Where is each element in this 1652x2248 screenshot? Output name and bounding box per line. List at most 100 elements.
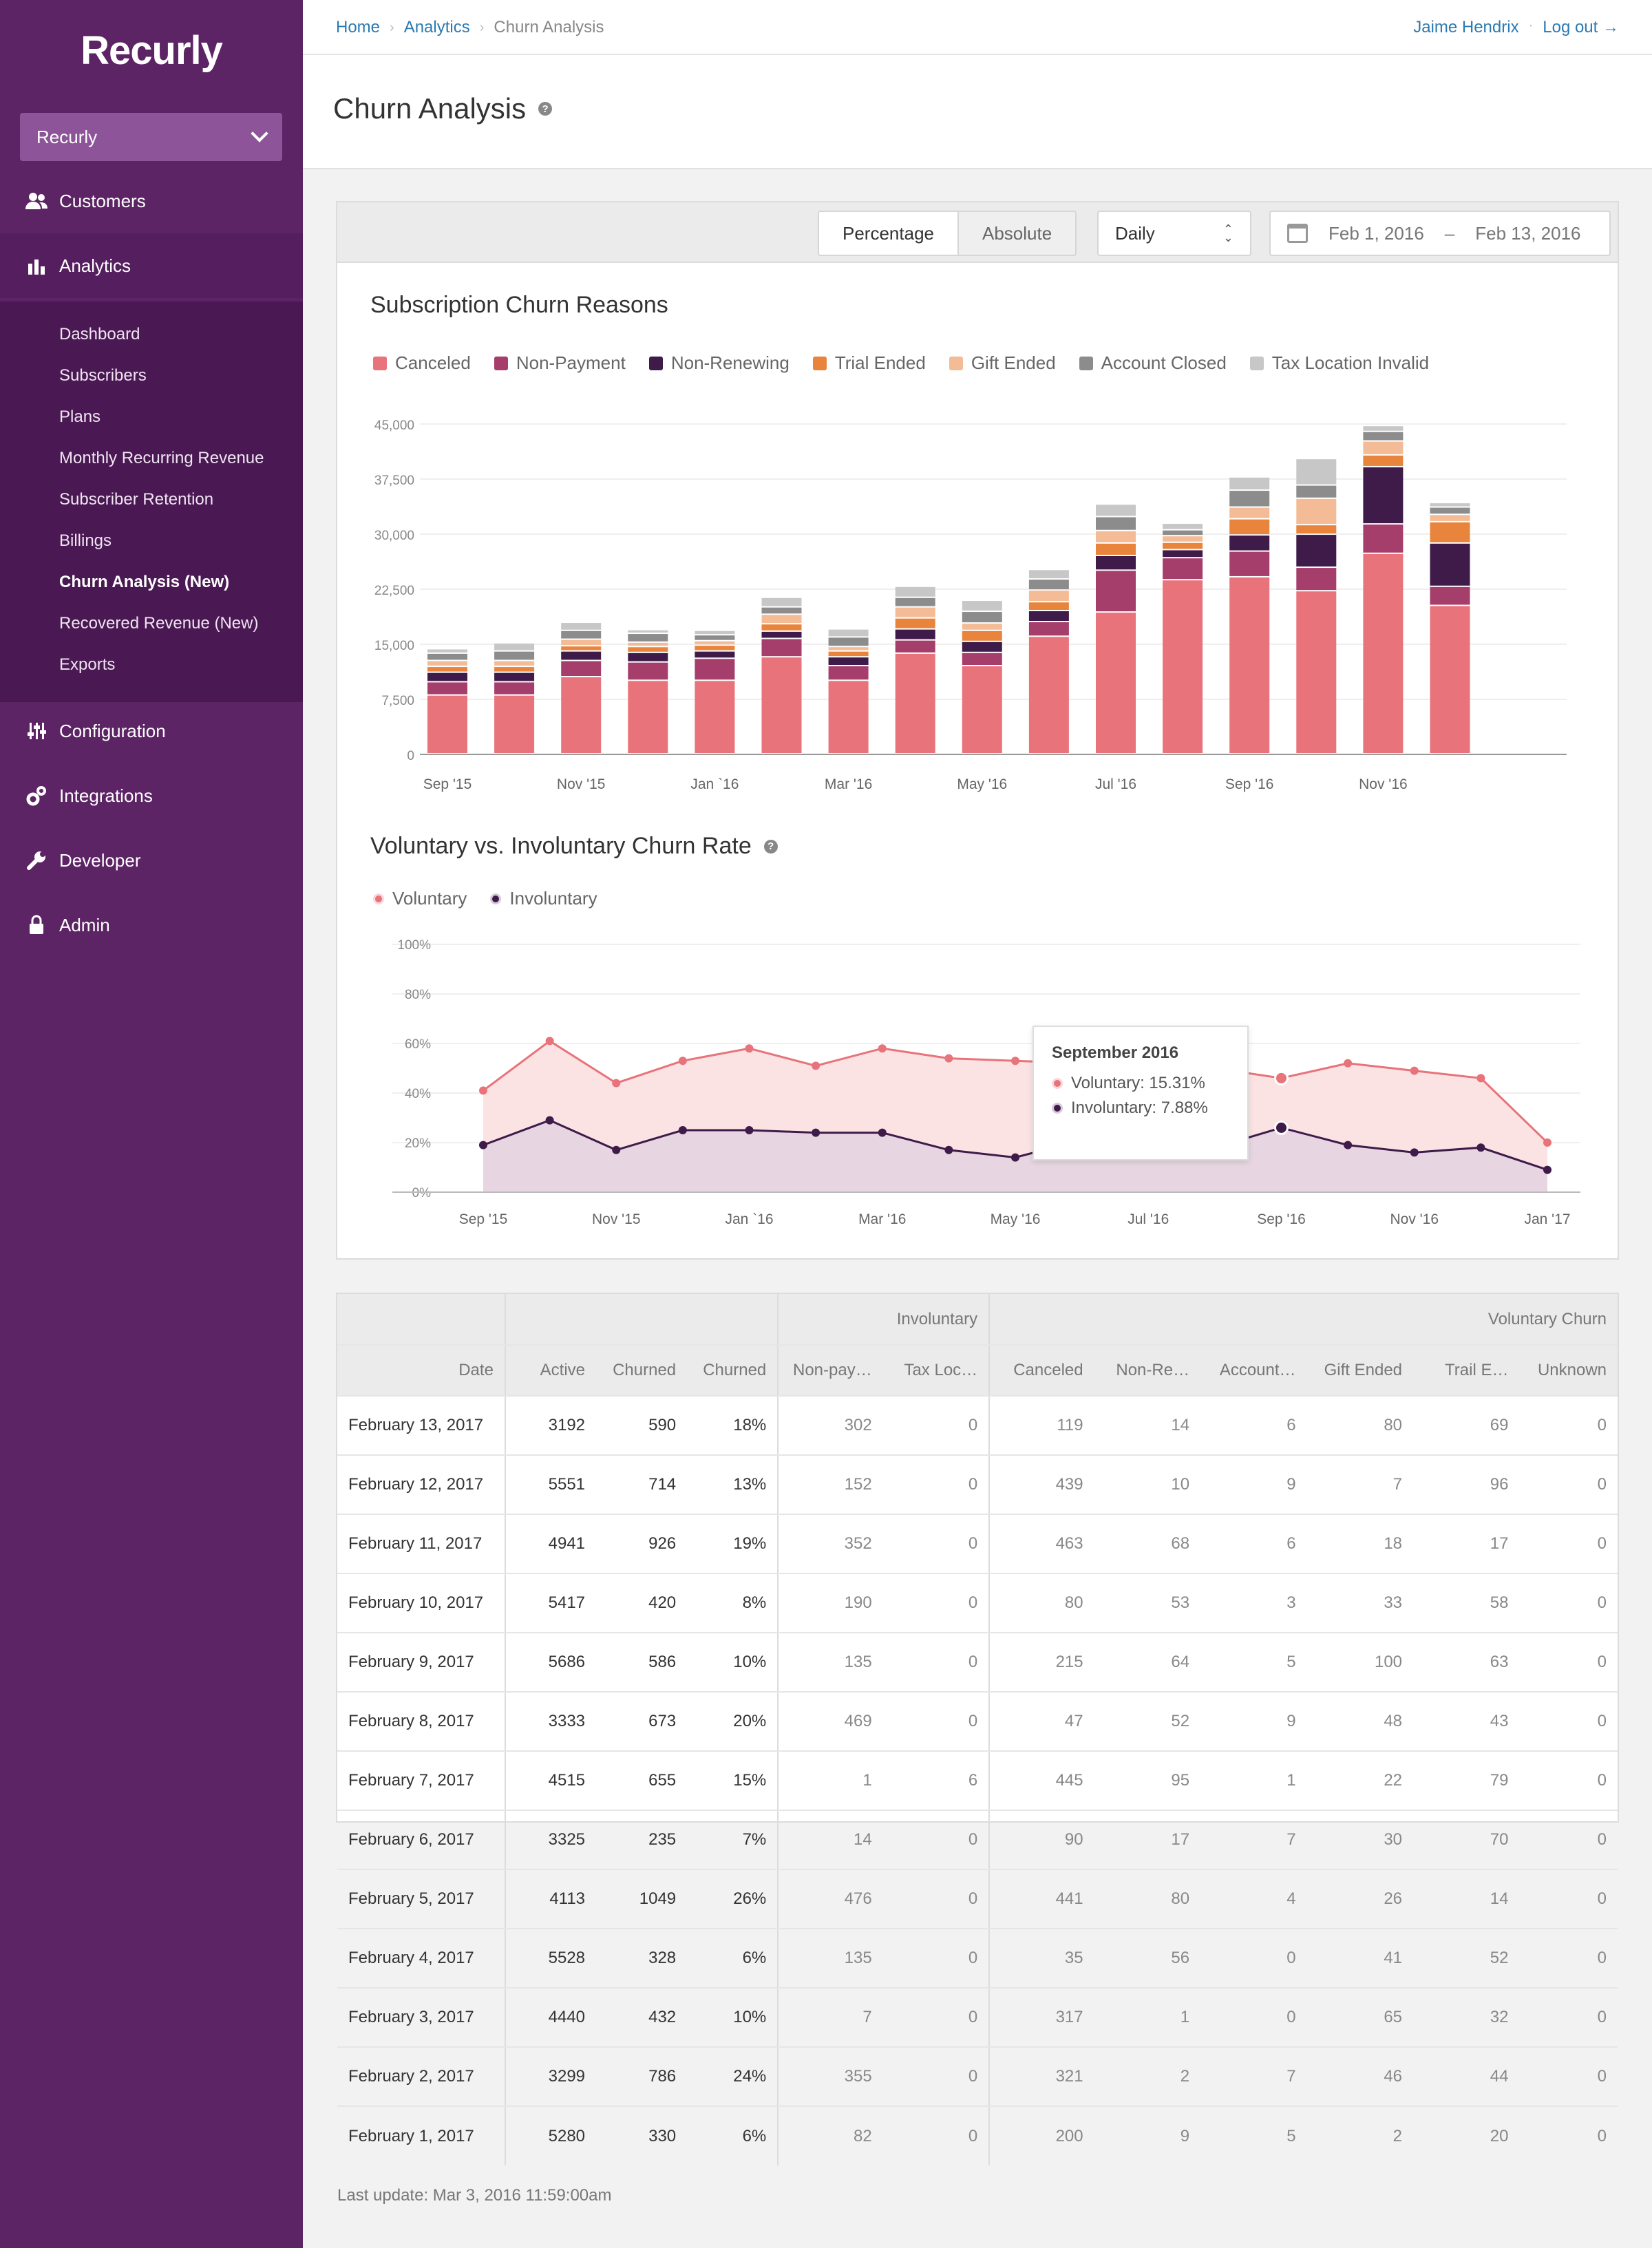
bar-segment-non-payment (1363, 524, 1404, 553)
subnav-billings[interactable]: Billings (59, 531, 112, 550)
legend-swatch (490, 893, 502, 904)
date-from: Feb 1, 2016 (1328, 222, 1424, 244)
point-voluntary (479, 1086, 487, 1095)
date-range-picker[interactable]: Feb 1, 2016 – Feb 13, 2016 (1269, 211, 1611, 256)
breadcrumb-home[interactable]: Home (336, 18, 381, 36)
legend-gift-ended[interactable]: Gift Ended (949, 352, 1056, 374)
logout-link[interactable]: Log out → (1543, 18, 1619, 36)
legend-trial-ended[interactable]: Trial Ended (812, 352, 926, 374)
legend-voluntary[interactable]: Voluntary (373, 888, 467, 909)
absolute-button[interactable]: Absolute (958, 212, 1076, 255)
legend-canceled[interactable]: Canceled (373, 352, 471, 374)
col-non-payment[interactable]: Non-pay… (777, 1345, 883, 1397)
bar-segment-account-closed (895, 597, 935, 606)
user-separator: · (1528, 18, 1534, 33)
site-selector[interactable]: Recurly (20, 113, 282, 161)
bar-segment-tax-location-invalid (1363, 426, 1404, 431)
nav-developer[interactable]: Developer (0, 828, 303, 893)
legend-account-closed[interactable]: Account Closed (1079, 352, 1227, 374)
bar-segment-non-payment (628, 662, 668, 680)
churn-reasons-chart: 0 7,500 15,000 22,500 30,000 37,500 45,000 Sep … (374, 418, 1567, 792)
bar-segment-tax-location-invalid (1096, 505, 1136, 516)
cell-account-closed: 7 (1200, 1810, 1307, 1870)
cell-non-renewing: 64 (1094, 1633, 1201, 1693)
col-churned[interactable]: Churned (596, 1345, 688, 1397)
x-tick-label: Sep '15 (459, 1211, 508, 1227)
subnav-mrr[interactable]: Monthly Recurring Revenue (59, 449, 264, 467)
title-bar: Churn Analysis ? (303, 55, 1652, 169)
cell-tax-location: 0 (882, 2047, 990, 2107)
point-voluntary (1410, 1066, 1419, 1075)
cell-non-renewing: 2 (1094, 2047, 1201, 2107)
y-tick-label: 40% (405, 1087, 431, 1101)
sidebar: Recurly Recurly Customers Analytics Dash… (0, 0, 303, 2248)
bar-segment-canceled (1430, 606, 1470, 753)
legend-involuntary[interactable]: Involuntary (490, 888, 597, 909)
x-tick-label: Nov '16 (1390, 1211, 1439, 1227)
bar-segment-trial-ended (828, 651, 869, 657)
bar-segment-canceled (1028, 637, 1069, 753)
col-unknown[interactable]: Unknown (1519, 1345, 1618, 1397)
percentage-button[interactable]: Percentage (819, 212, 959, 255)
col-tax-location[interactable]: Tax Loc… (882, 1345, 990, 1397)
legend-non-payment[interactable]: Non-Payment (494, 352, 626, 374)
col-trial-ended[interactable]: Trail E… (1413, 1345, 1520, 1397)
subnav-dashboard[interactable]: Dashboard (59, 325, 140, 343)
y-tick-label: 30,000 (374, 529, 414, 543)
col-account-closed[interactable]: Account… (1200, 1345, 1307, 1397)
col-active[interactable]: Active (504, 1345, 597, 1397)
point-voluntary (1344, 1059, 1353, 1068)
cell-canceled: 463 (988, 1514, 1094, 1574)
nav-configuration[interactable]: Configuration (0, 699, 303, 763)
bar-segment-non-renewing (1229, 536, 1270, 551)
bar-segment-account-closed (427, 653, 467, 660)
subnav-exports[interactable]: Exports (59, 655, 116, 674)
cell-account-closed: 7 (1200, 2047, 1307, 2107)
interval-select[interactable]: Daily ⌃ ⌄ (1097, 211, 1251, 256)
subnav-subscriber-retention[interactable]: Subscriber Retention (59, 490, 214, 509)
subnav-plans[interactable]: Plans (59, 407, 101, 426)
recurly-logo[interactable]: Recurly (81, 28, 223, 73)
x-tick-label: Jul '16 (1127, 1211, 1169, 1227)
bar-segment-tax-location-invalid (494, 643, 535, 650)
point-involuntary (1274, 1120, 1289, 1135)
col-date[interactable]: Date (337, 1345, 505, 1397)
cell-trial-ended: 69 (1413, 1396, 1520, 1456)
bar-segment-trial-ended (1028, 602, 1069, 610)
cell-date: February 10, 2017 (337, 1573, 505, 1633)
churn-data-table: Involuntary Voluntary Churn Date Active … (337, 1294, 1618, 2165)
col-churned-pct[interactable]: Churned (687, 1345, 779, 1397)
nav-integrations[interactable]: Integrations (0, 763, 303, 828)
nav-customers[interactable]: Customers (0, 169, 303, 233)
legend-tax-location-invalid[interactable]: Tax Location Invalid (1249, 352, 1429, 374)
cell-gift-ended: 41 (1306, 1929, 1414, 1989)
subnav-subscribers[interactable]: Subscribers (59, 366, 147, 385)
user-name-link[interactable]: Jaime Hendrix (1413, 18, 1519, 36)
help-icon[interactable]: ? (763, 839, 778, 853)
point-voluntary (1011, 1057, 1019, 1065)
bar-segment-non-renewing (1363, 467, 1404, 524)
breadcrumb-analytics[interactable]: Analytics (403, 18, 470, 36)
col-non-renewing[interactable]: Non-Re… (1094, 1345, 1201, 1397)
table-body: February 13, 2017 3192 590 18% 302 0 119 14 6 80 6… (337, 1396, 1618, 2165)
col-canceled[interactable]: Canceled (988, 1345, 1094, 1397)
col-gift-ended[interactable]: Gift Ended (1306, 1345, 1414, 1397)
cell-churned: 655 (596, 1751, 688, 1811)
table-header: Date Active Churned Churned Non-pay… Tax… (337, 1345, 1618, 1397)
subnav-recovered-revenue[interactable]: Recovered Revenue (New) (59, 614, 259, 633)
bar-segment-gift-ended (561, 639, 602, 646)
group-voluntary: Voluntary Churn (988, 1294, 1618, 1346)
nav-analytics[interactable]: Analytics (0, 233, 303, 298)
legend-non-renewing[interactable]: Non-Renewing (648, 352, 790, 374)
cell-unknown: 0 (1519, 1514, 1618, 1574)
bar-segment-non-payment (427, 682, 467, 694)
cell-account-closed: 9 (1200, 1692, 1307, 1752)
help-icon[interactable]: ? (538, 102, 553, 116)
cell-churned-pct: 20% (687, 1692, 779, 1752)
cell-unknown: 0 (1519, 1751, 1618, 1811)
cell-churned: 786 (596, 2047, 688, 2107)
y-tick-label: 0 (407, 749, 414, 763)
nav-admin[interactable]: Admin (0, 893, 303, 957)
table-row: February 4, 2017 5528 328 6% 135 0 35 56 0 41 52 0 (337, 1929, 1618, 1989)
subnav-churn-analysis[interactable]: Churn Analysis (New) (59, 573, 230, 591)
